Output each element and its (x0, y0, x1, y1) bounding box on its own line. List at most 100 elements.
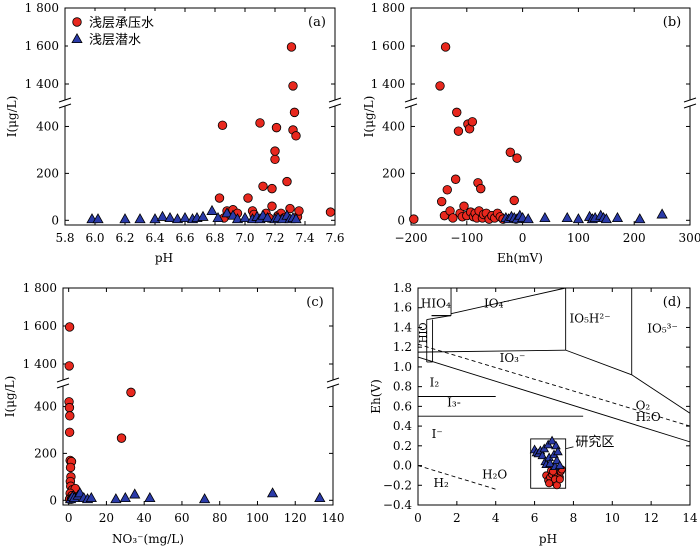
data-point-confined (436, 196, 447, 207)
x-tick-label: 200 (623, 231, 646, 245)
series-confined (409, 42, 522, 224)
data-point-confined (509, 195, 519, 206)
species-boundary-line (450, 287, 566, 315)
data-point-phreatic (553, 446, 563, 456)
data-point-confined (512, 153, 522, 163)
data-point-phreatic (572, 213, 585, 224)
data-point-phreatic (545, 458, 555, 468)
y-tick-label: 0 (397, 213, 405, 227)
y-axis-label: I(μg/L) (5, 96, 19, 138)
study-area-label: 研究区 (575, 435, 614, 450)
data-point-confined (453, 126, 464, 136)
x-tick-label: −200 (395, 231, 428, 245)
y-tick-label: 1 400 (23, 357, 57, 371)
y-tick-label: 1.6 (393, 301, 412, 315)
species-boundary-line (417, 356, 691, 443)
data-point-confined (435, 81, 445, 91)
y-tick-label: 400 (34, 399, 57, 413)
legend-label-confined: 浅层承压水 (89, 16, 154, 31)
axis-break-mark (404, 103, 418, 109)
data-point-phreatic (221, 207, 233, 218)
panel-label: (b) (663, 15, 681, 30)
x-tick-label: 20 (99, 511, 114, 525)
y-tick-label: 200 (36, 166, 59, 180)
data-point-confined (267, 201, 277, 211)
y-tick-label: 0.2 (393, 439, 412, 453)
x-tick-label: 100 (246, 511, 269, 525)
x-tick-label: 0 (519, 231, 527, 245)
data-point-confined (64, 361, 74, 371)
axis-break-gap (327, 380, 339, 386)
data-point-phreatic (156, 210, 169, 221)
data-point-confined (291, 131, 301, 141)
x-axis-label: Eh(mV) (497, 251, 543, 265)
data-point-confined (267, 183, 277, 194)
species-boundary-line (417, 349, 566, 353)
data-point-phreatic (547, 435, 557, 445)
x-tick-label: 6.0 (85, 231, 104, 245)
y-tick-label: 0 (51, 213, 59, 227)
chart-panel-c: 0 20 40 60 80 100 120 140 0 200 400 1 400 1 600 1 800… (3, 281, 344, 546)
data-point-confined (258, 181, 268, 191)
axis-break-mark (328, 97, 342, 103)
x-tick-label: 7.6 (325, 231, 344, 245)
data-point-confined (294, 206, 304, 216)
data-point-confined (442, 185, 452, 195)
data-point-confined (545, 479, 554, 488)
species-boundary-line (426, 315, 452, 321)
y-axis-label: Eh(V) (369, 379, 383, 414)
x-tick-label: 60 (174, 511, 189, 525)
x-tick-label: 7.0 (235, 231, 254, 245)
data-point-confined (64, 402, 75, 413)
y-tick-label: 1 400 (371, 77, 405, 91)
study-area-leader (565, 446, 574, 450)
x-tick-label: 300 (679, 231, 700, 245)
y-axis-label: I(μg/L) (3, 376, 17, 418)
species-label: H₂ (434, 476, 449, 490)
x-axis-label: pH (155, 251, 173, 265)
study-area-box (530, 438, 567, 489)
legend-label-phreatic: 浅层潜水 (89, 33, 141, 48)
axis-break-gap (59, 100, 71, 106)
data-point-confined (64, 322, 75, 332)
x-tick-label: 8 (570, 511, 578, 525)
data-point-phreatic (164, 211, 176, 223)
x-tick-label: 4 (492, 511, 500, 525)
series-confined (64, 322, 136, 504)
data-point-confined (505, 147, 516, 157)
data-point-phreatic (129, 488, 141, 499)
chart-panel-a: 5.8 6.0 6.2 6.4 6.6 6.8 7.0 7.2 7.4 7.6 0 200 400 1 4… (5, 1, 345, 265)
data-point-phreatic (85, 491, 97, 503)
data-point-phreatic (171, 213, 184, 224)
data-point-confined (409, 214, 419, 224)
data-point-confined (325, 207, 336, 217)
data-point-confined (285, 203, 295, 214)
x-tick-label: 140 (322, 511, 345, 525)
series-phreatic (86, 204, 302, 224)
data-point-confined (217, 120, 228, 130)
plot-frame (62, 287, 334, 506)
x-tick-label: 6 (531, 511, 539, 525)
data-point-phreatic (600, 213, 612, 224)
panel-label: (c) (306, 295, 323, 310)
y-tick-label: 0.4 (393, 419, 412, 433)
data-point-phreatic (119, 213, 131, 224)
x-tick-label: 7.4 (295, 231, 314, 245)
y-tick-label: 400 (382, 119, 405, 133)
y-tick-label: 1 400 (25, 77, 59, 91)
y-tick-label: 1 600 (25, 39, 59, 53)
data-point-phreatic (261, 211, 274, 223)
data-point-phreatic (110, 493, 122, 504)
data-point-phreatic (537, 450, 548, 460)
data-point-phreatic (134, 213, 146, 224)
axis-break-mark (326, 377, 340, 383)
chart-panel-b: −200 −100 0 100 200 300 0 200 400 1 400 1 600 1 800… (362, 1, 700, 265)
data-point-confined (214, 193, 225, 203)
species-label: O₂ (636, 398, 651, 412)
data-point-confined (270, 146, 280, 156)
data-point-confined (440, 42, 451, 52)
x-tick-label: 14 (682, 511, 698, 525)
species-boundary-line (631, 374, 691, 414)
